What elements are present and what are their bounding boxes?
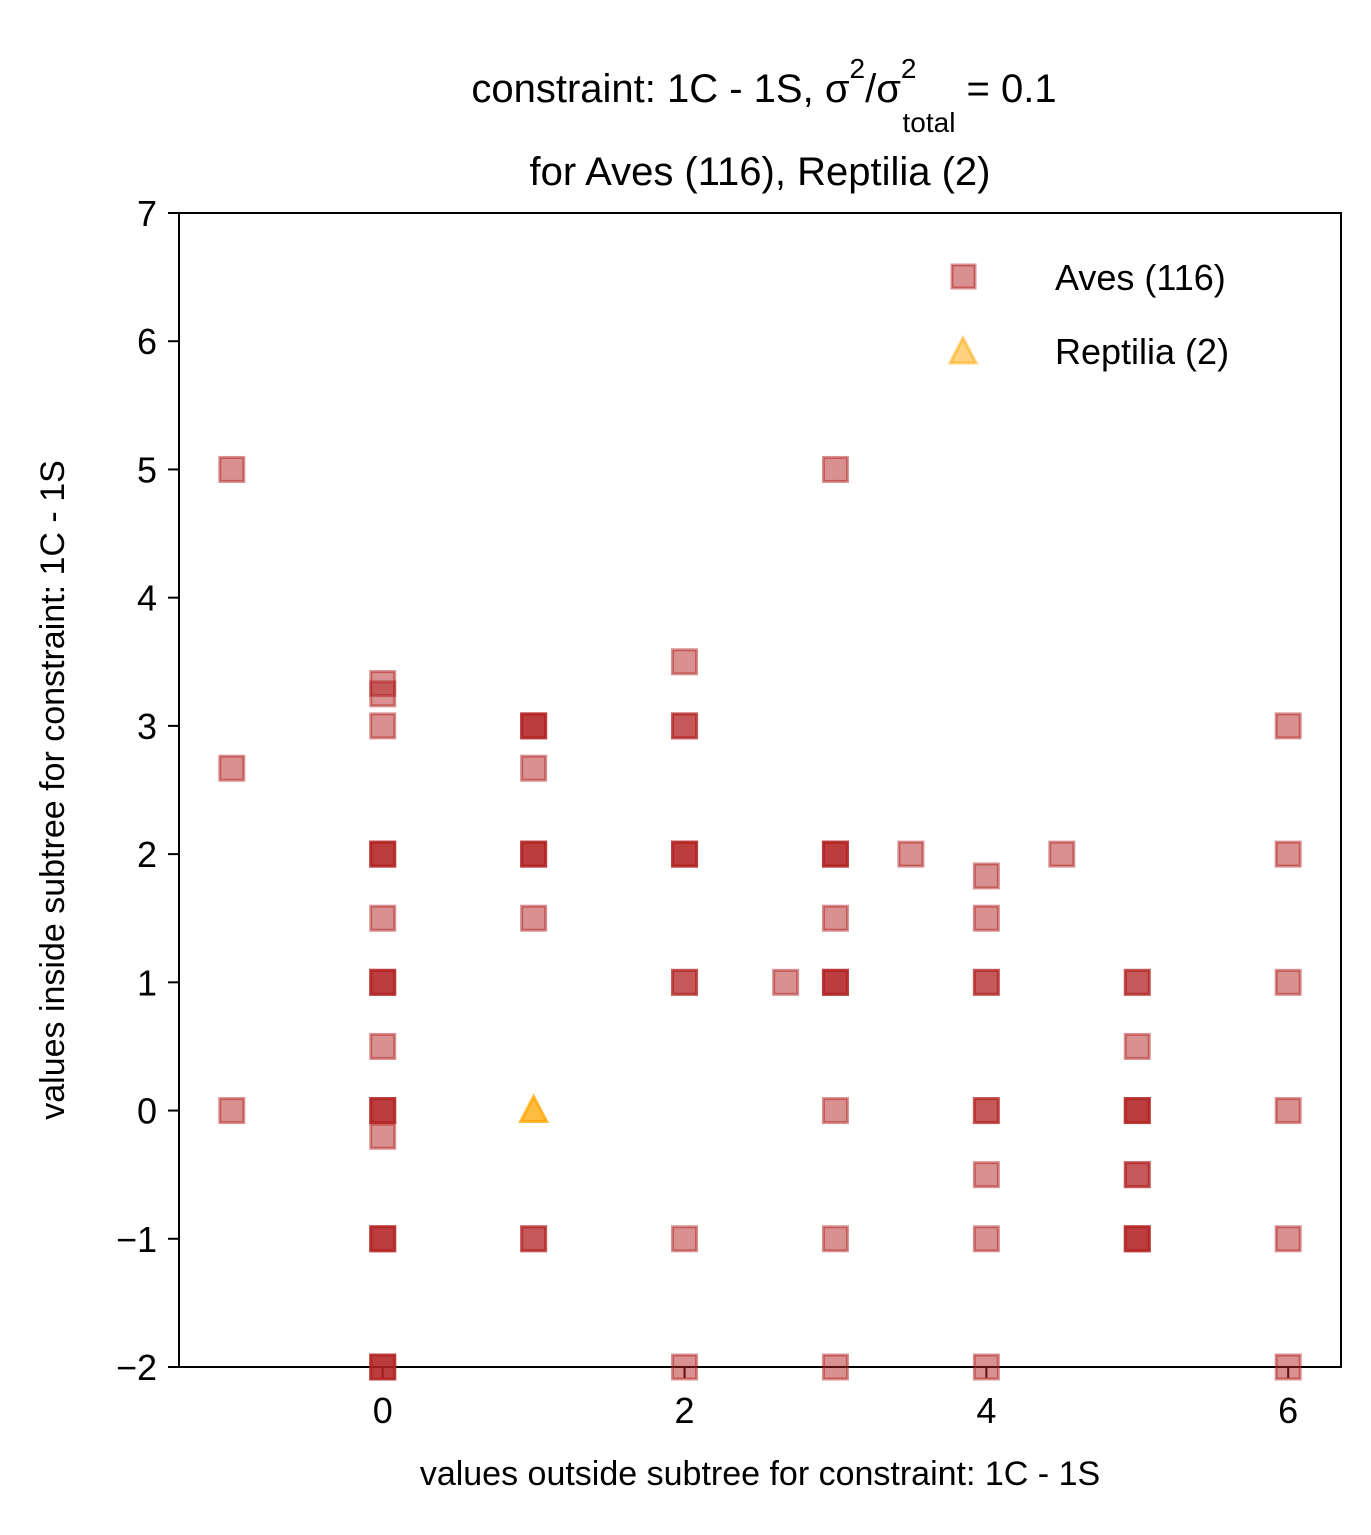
aves-point [821,840,849,868]
aves-point [821,455,849,483]
aves-point [972,904,1000,932]
title-subscript: total [903,107,956,138]
legend-swatch-reptilia [947,334,979,365]
aves-point [1274,1225,1302,1253]
aves-point [972,1097,1000,1125]
aves-point [972,1225,1000,1253]
aves-point [671,840,699,868]
aves-point [369,1097,397,1125]
aves-point [520,754,548,782]
aves-point [1274,712,1302,740]
y-tick-label: 7 [137,193,157,234]
title-prefix: constraint: 1C - 1S, σ [471,67,849,111]
plot-frame [178,212,1342,1368]
aves-point [671,1353,699,1381]
aves-point [369,1032,397,1060]
aves-point [520,712,548,740]
data-points [218,455,1302,1381]
aves-point [671,648,699,676]
aves-point [972,968,1000,996]
y-tick-label: 0 [137,1091,157,1132]
y-tick-label: 4 [137,578,157,619]
x-tick-label: 2 [675,1390,695,1431]
title-suffix: = 0.1 [955,67,1056,111]
legend: Aves (116) Reptilia (2) [947,257,1229,372]
x-tick-label: 0 [373,1390,393,1431]
aves-point [369,1122,397,1150]
aves-point [1048,840,1076,868]
aves-point [369,712,397,740]
aves-point [369,904,397,932]
aves-point [821,968,849,996]
aves-point [671,712,699,740]
aves-point [1123,1032,1151,1060]
aves-point [369,1225,397,1253]
chart-title-line2: for Aves (116), Reptilia (2) [530,150,991,194]
x-axis-label: values outside subtree for constraint: 1… [420,1455,1100,1493]
y-axis-label: values inside subtree for constraint: 1C… [34,460,72,1120]
legend-label-aves: Aves (116) [1055,257,1226,298]
aves-point [1274,840,1302,868]
aves-point [218,1097,246,1125]
aves-point [1274,1353,1302,1381]
aves-point [671,968,699,996]
title-superscript-2: 2 [901,53,917,84]
y-tick-label: 3 [137,706,157,747]
y-tick-label: −1 [116,1219,157,1260]
legend-swatch-aves [950,263,977,290]
aves-point [218,754,246,782]
aves-point [520,1225,548,1253]
aves-point [1274,968,1302,996]
title-superscript-1: 2 [850,53,866,84]
aves-point [369,840,397,868]
y-tick-label: 1 [137,962,157,1003]
aves-point [1123,1097,1151,1125]
x-tick-label: 6 [1278,1390,1298,1431]
aves-point [671,1225,699,1253]
aves-point [821,1353,849,1381]
aves-point [1123,1161,1151,1189]
aves-point [520,904,548,932]
aves-point [1123,968,1151,996]
x-tick-label: 4 [976,1390,996,1431]
aves-point [821,1225,849,1253]
aves-point [369,680,397,708]
aves-point [1274,1097,1302,1125]
aves-point [772,968,800,996]
y-tick-label: −2 [116,1347,157,1388]
aves-point [1123,1225,1151,1253]
y-tick-label: 5 [137,449,157,490]
aves-point [972,1161,1000,1189]
y-tick-label: 2 [137,834,157,875]
aves-point [218,455,246,483]
aves-point [369,968,397,996]
y-axis-ticks: −2 −1 0 1 2 3 4 5 6 7 [116,193,179,1388]
aves-point [369,1353,397,1381]
aves-point [520,840,548,868]
y-tick-label: 6 [137,321,157,362]
aves-point [972,862,1000,890]
aves-point [897,840,925,868]
legend-label-reptilia: Reptilia (2) [1055,331,1229,372]
chart-title-line1: constraint: 1C - 1S, σ2/σ2 total = 0.1 [471,53,1056,138]
reptilia-point [518,1093,550,1124]
aves-point [821,904,849,932]
title-mid: /σ [865,67,901,111]
aves-point [972,1353,1000,1381]
aves-point [821,1097,849,1125]
